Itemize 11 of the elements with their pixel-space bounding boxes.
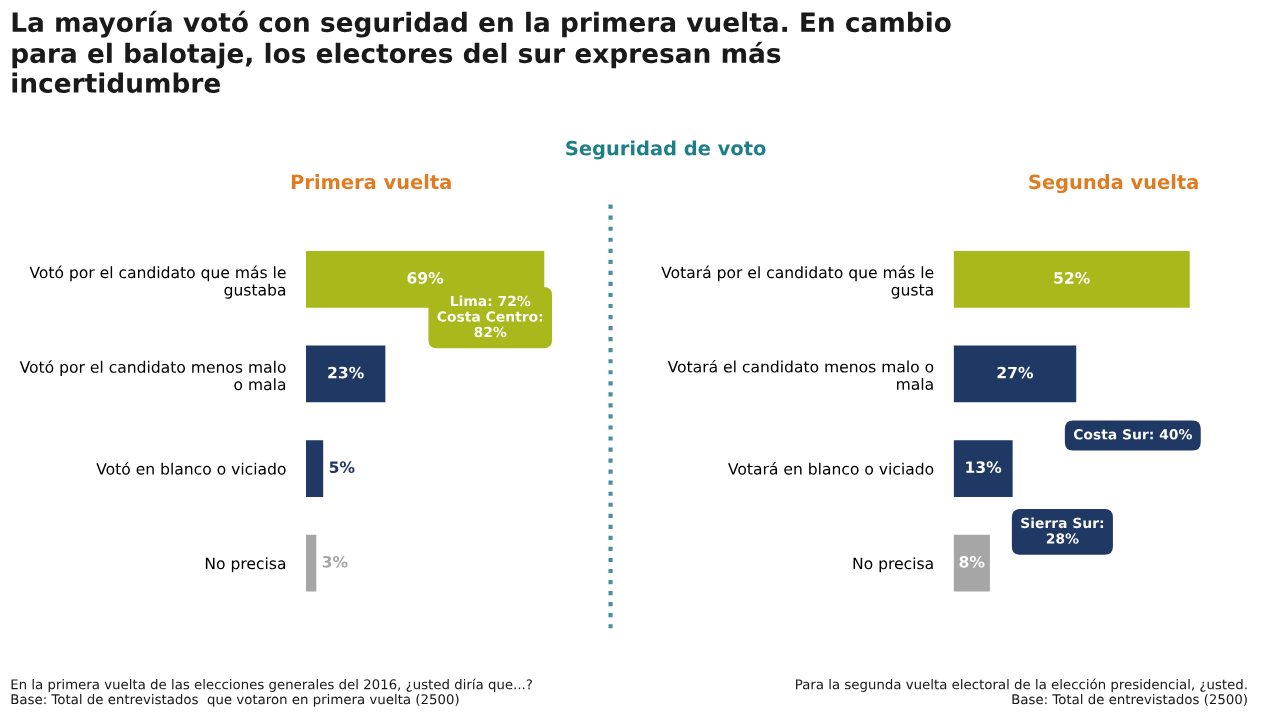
text: Seguridad de voto [566,140,766,160]
chart-title: Segunda vuelta [1029,174,1198,194]
bar [953,345,1077,403]
bar [953,534,990,592]
bar [953,440,1013,497]
bar [305,440,324,497]
bar [305,345,386,403]
bar [953,250,1190,308]
bar [305,534,317,592]
chart-title: Primera vuelta [291,174,451,190]
text: La mayoría votó con seguridad en la primera vuelta. En cambio para el balotaje, los electores del sur expresan más incertidumbre [12,10,951,93]
